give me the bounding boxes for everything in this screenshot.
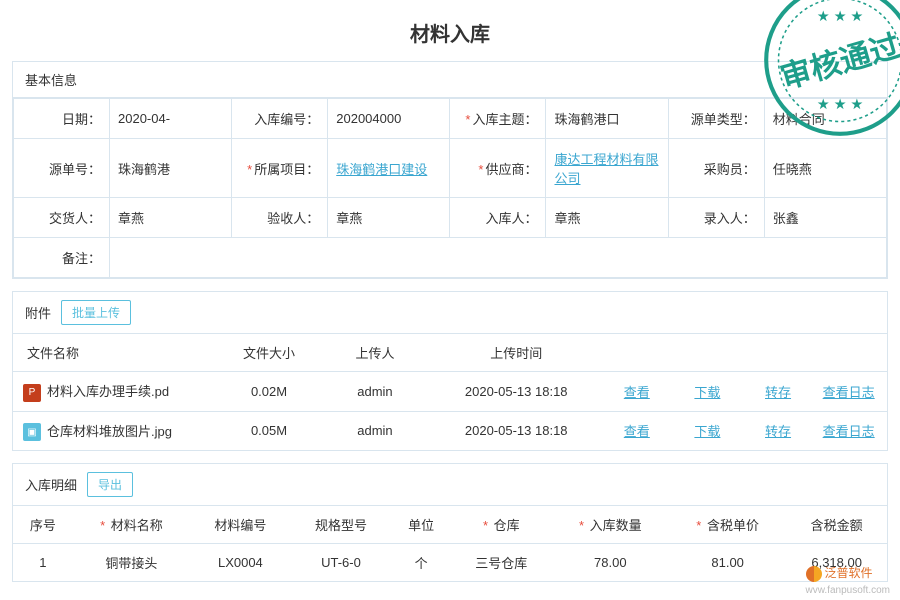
detail-header: 含税金额	[786, 506, 887, 544]
info-value: 张鑫	[764, 198, 886, 238]
info-label: 备注：	[14, 238, 110, 278]
detail-header: * 仓库	[451, 506, 552, 544]
attachments-panel: 附件 批量上传 文件名称文件大小上传人上传时间P材料入库办理手续.pd0.02M…	[12, 291, 888, 451]
basic-info-panel: 基本信息 日期：2020-04-入库编号：202004000*入库主题：珠海鹤港…	[12, 61, 888, 279]
info-label: *所属项目：	[232, 139, 328, 198]
attachments-title: 附件	[25, 303, 51, 322]
info-label: 入库编号：	[232, 99, 328, 139]
attachment-action[interactable]: 查看日志	[823, 424, 881, 439]
info-label: *供应商：	[450, 139, 546, 198]
detail-header: 序号	[13, 506, 73, 544]
attachment-action[interactable]: 查看	[624, 385, 656, 400]
watermark: 泛普软件 wvw.fanpusoft.com	[806, 564, 890, 596]
detail-header: 材料编号	[190, 506, 291, 544]
detail-header: * 含税单价	[669, 506, 786, 544]
info-value: 珠海鹤港口建设	[328, 139, 450, 198]
info-label: 录入人：	[668, 198, 764, 238]
basic-info-title: 基本信息	[25, 70, 77, 89]
detail-header: * 入库数量	[552, 506, 669, 544]
att-header: 上传人	[322, 334, 428, 372]
info-value: 章燕	[546, 198, 668, 238]
info-label: 源单类型：	[668, 99, 764, 139]
info-value: 珠海鹤港	[110, 139, 232, 198]
detail-row: 1铜带接头LX0004UT-6-0个三号仓库78.0081.006,318.00	[13, 544, 887, 582]
info-label: 源单号：	[14, 139, 110, 198]
details-table: 序号* 材料名称材料编号规格型号单位* 仓库* 入库数量* 含税单价含税金额1铜…	[13, 506, 887, 581]
info-value	[110, 238, 887, 278]
detail-header: * 材料名称	[73, 506, 190, 544]
attachment-row: ▣仓库材料堆放图片.jpg0.05Madmin2020-05-13 18:18查…	[13, 411, 887, 450]
info-value: 材料合同	[764, 99, 886, 139]
detail-header: 单位	[391, 506, 451, 544]
info-link[interactable]: 珠海鹤港口建设	[336, 162, 427, 177]
batch-upload-button[interactable]: 批量上传	[61, 300, 131, 325]
export-button[interactable]: 导出	[87, 472, 133, 497]
detail-header: 规格型号	[291, 506, 392, 544]
info-label: 验收人：	[232, 198, 328, 238]
info-label: 采购员：	[668, 139, 764, 198]
file-icon: P	[23, 384, 41, 402]
info-value: 章燕	[110, 198, 232, 238]
info-value: 2020-04-	[110, 99, 232, 139]
info-link[interactable]: 康达工程材料有限公司	[554, 152, 658, 186]
info-value: 202004000	[328, 99, 450, 139]
attachment-action[interactable]: 转存	[765, 385, 797, 400]
info-label: 日期：	[14, 99, 110, 139]
details-title: 入库明细	[25, 475, 77, 494]
attachment-action[interactable]: 下载	[694, 385, 726, 400]
attachment-action[interactable]: 转存	[765, 424, 797, 439]
info-label: 入库人：	[450, 198, 546, 238]
info-value: 康达工程材料有限公司	[546, 139, 668, 198]
info-label: *入库主题：	[450, 99, 546, 139]
attachment-action[interactable]: 查看日志	[823, 385, 881, 400]
att-header: 上传时间	[428, 334, 605, 372]
attachments-table: 文件名称文件大小上传人上传时间P材料入库办理手续.pd0.02Madmin202…	[13, 334, 887, 450]
att-header: 文件名称	[13, 334, 216, 372]
info-label: 交货人：	[14, 198, 110, 238]
info-value: 章燕	[328, 198, 450, 238]
basic-info-table: 日期：2020-04-入库编号：202004000*入库主题：珠海鹤港口源单类型…	[13, 98, 887, 278]
attachment-row: P材料入库办理手续.pd0.02Madmin2020-05-13 18:18查看…	[13, 372, 887, 412]
watermark-logo-icon	[806, 566, 822, 582]
info-value: 任晓燕	[764, 139, 886, 198]
file-icon: ▣	[23, 423, 41, 441]
attachment-action[interactable]: 下载	[694, 424, 726, 439]
details-panel: 入库明细 导出 序号* 材料名称材料编号规格型号单位* 仓库* 入库数量* 含税…	[12, 463, 888, 582]
page-title: 材料入库	[0, 0, 900, 61]
attachment-action[interactable]: 查看	[624, 424, 656, 439]
att-header: 文件大小	[216, 334, 322, 372]
info-value: 珠海鹤港口	[546, 99, 668, 139]
